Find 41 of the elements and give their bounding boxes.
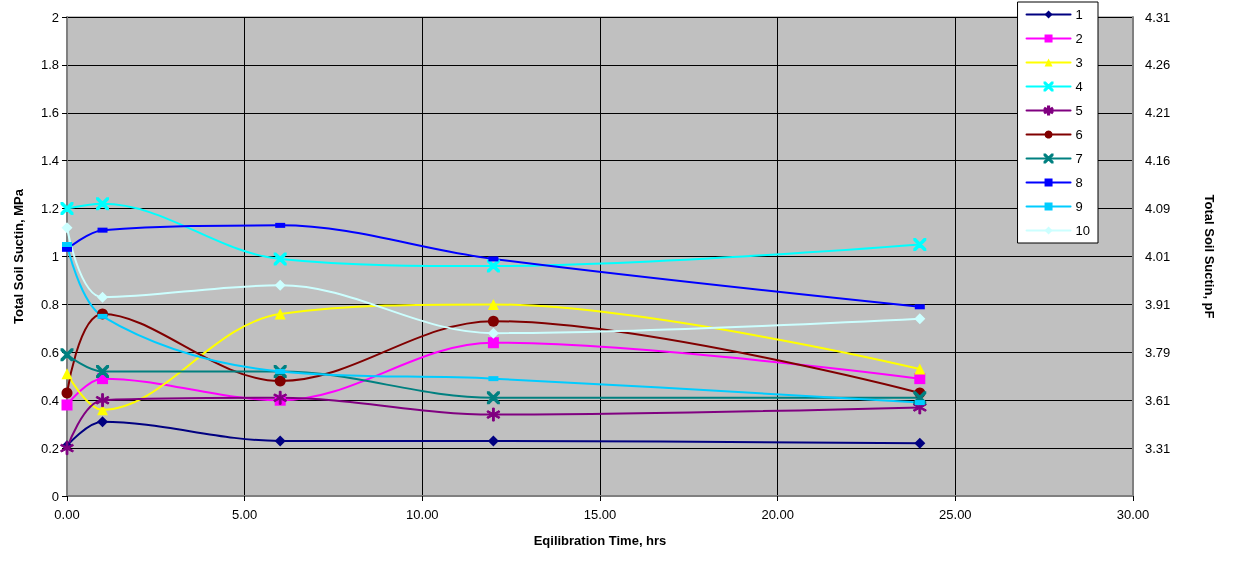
y-tick-label: 0.6	[40, 344, 59, 360]
legend-label: 9	[1075, 199, 1083, 214]
legend-label: 4	[1075, 79, 1083, 94]
y-tick-label: 1	[51, 249, 59, 264]
x-tick-label: 30.00	[1116, 507, 1150, 522]
legend-label: 3	[1075, 55, 1083, 70]
category-label: 4.21	[1145, 105, 1171, 121]
y-tick-label: 0.4	[40, 392, 59, 408]
y-tick-label: 1.2	[40, 201, 59, 217]
x-tick-label: 25.00	[939, 507, 972, 522]
legend-label: 7	[1075, 151, 1083, 166]
category-label: 4.01	[1145, 249, 1171, 264]
x-tick-label: 0.00	[54, 507, 80, 522]
category-label: 3.91	[1145, 296, 1171, 312]
category-label: 4.09	[1145, 201, 1171, 217]
y-tick-label: 1.8	[40, 57, 59, 73]
y-tick-label: 2	[51, 9, 59, 25]
y-tick-label: 1.4	[40, 153, 59, 169]
x-axis-title: Eqilibration Time, hrs	[533, 533, 667, 548]
legend-label: 8	[1075, 175, 1083, 190]
y-tick-label: 0.2	[40, 440, 59, 456]
category-label: 4.16	[1145, 153, 1171, 169]
category-label: 3.79	[1145, 344, 1171, 360]
legend-label: 10	[1075, 223, 1091, 238]
y2-axis-title: Total Soil Suctin, pF	[1202, 194, 1217, 319]
category-label: 3.31	[1145, 440, 1171, 456]
category-label: 3.61	[1145, 392, 1171, 408]
x-tick-label: 5.00	[232, 507, 258, 522]
category-label: 4.31	[1145, 9, 1171, 25]
y-tick-label: 0	[51, 488, 59, 504]
y-tick-label: 1.6	[40, 105, 59, 121]
y-axis-title: Total Soil Suctin, MPa	[11, 188, 26, 324]
legend-label: 2	[1075, 31, 1083, 46]
x-tick-label: 10.00	[406, 507, 439, 522]
y-tick-label: 0.8	[40, 296, 59, 312]
x-tick-label: 15.00	[583, 507, 617, 522]
legend-label: 5	[1075, 103, 1083, 118]
x-tick-label: 20.00	[761, 507, 794, 522]
legend-label: 6	[1075, 127, 1083, 142]
category-label: 4.26	[1145, 57, 1171, 73]
legend-label: 1	[1075, 7, 1083, 22]
